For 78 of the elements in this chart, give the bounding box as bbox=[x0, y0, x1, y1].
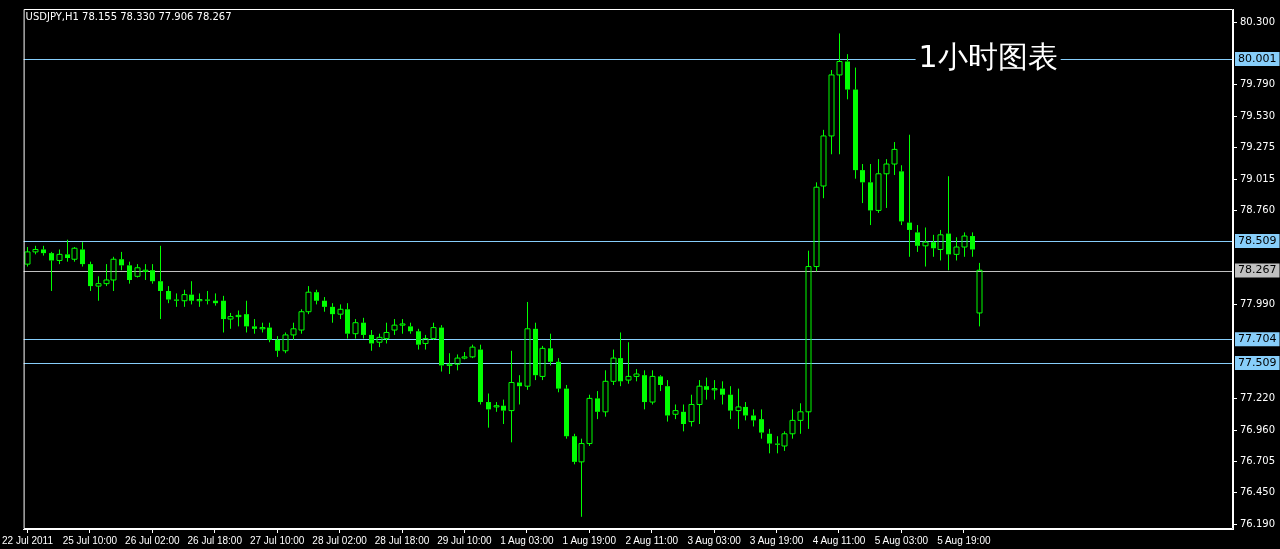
x-tick-label: 4 Aug 11:00 bbox=[812, 534, 866, 546]
candlestick bbox=[158, 245, 163, 320]
x-tick-label: 29 Jul 10:00 bbox=[437, 534, 493, 546]
x-tick-label: 2 Aug 11:00 bbox=[625, 534, 679, 546]
ref-line-label: 78.267 bbox=[1238, 263, 1277, 277]
candlestick bbox=[330, 302, 335, 324]
candlestick bbox=[665, 379, 670, 423]
annotation: 1小时图表 bbox=[918, 38, 1058, 74]
y-tick-label: 78.760 bbox=[1240, 204, 1276, 215]
y-tick-label: 76.190 bbox=[1240, 517, 1276, 529]
candlestick bbox=[751, 408, 756, 427]
candlestick bbox=[759, 408, 764, 440]
x-tick-label: 26 Jul 02:00 bbox=[125, 534, 181, 546]
candlestick bbox=[486, 393, 491, 429]
x-tick-label: 27 Jul 10:00 bbox=[249, 534, 305, 546]
candlestick bbox=[127, 261, 132, 285]
candlestick bbox=[252, 318, 257, 335]
x-tick-label: 3 Aug 03:00 bbox=[687, 534, 742, 546]
y-tick-label: 77.990 bbox=[1240, 297, 1276, 309]
ref-line-label: 77.509 bbox=[1238, 355, 1277, 369]
candlestick bbox=[595, 390, 600, 420]
x-tick-label: 28 Jul 18:00 bbox=[374, 534, 430, 546]
candlestick bbox=[642, 369, 647, 410]
candlestick bbox=[369, 329, 374, 352]
ref-line-label: 77.704 bbox=[1238, 332, 1277, 346]
candlestick bbox=[322, 296, 327, 313]
candlestick bbox=[922, 227, 929, 268]
x-tick-label: 28 Jul 02:00 bbox=[312, 534, 368, 546]
ref-line-label: 78.509 bbox=[1238, 233, 1277, 247]
x-tick-label: 5 Aug 19:00 bbox=[937, 534, 991, 546]
x-tick-label: 1 Aug 03:00 bbox=[500, 534, 554, 546]
candlestick bbox=[711, 379, 718, 401]
candlestick bbox=[860, 163, 865, 204]
candlestick bbox=[88, 261, 93, 292]
y-tick-label: 79.530 bbox=[1240, 110, 1276, 122]
candlestick bbox=[196, 292, 203, 308]
x-tick-label: 1 Aug 19:00 bbox=[562, 534, 617, 546]
candlestick bbox=[478, 344, 483, 405]
x-tick-label: 5 Aug 03:00 bbox=[874, 534, 929, 546]
candlestick bbox=[119, 251, 124, 271]
candlestick bbox=[672, 403, 679, 420]
y-tick-label: 77.220 bbox=[1240, 391, 1276, 403]
candlestick bbox=[41, 245, 46, 257]
y-tick-label: 79.275 bbox=[1240, 141, 1276, 153]
candlestick bbox=[658, 376, 663, 392]
candlestick bbox=[899, 164, 904, 226]
candlestick bbox=[970, 231, 975, 258]
ref-line-label: 80.001 bbox=[1238, 51, 1277, 65]
candlestick bbox=[439, 324, 444, 373]
candlestick bbox=[720, 380, 725, 405]
candlestick bbox=[548, 333, 553, 366]
y-tick-label: 76.960 bbox=[1240, 423, 1276, 435]
y-tick-label: 80.300 bbox=[1240, 16, 1276, 28]
y-tick-label: 76.450 bbox=[1240, 485, 1276, 497]
candlestick bbox=[907, 134, 912, 258]
y-tick-label: 76.705 bbox=[1240, 454, 1276, 466]
candlestick bbox=[275, 335, 280, 358]
candlestick bbox=[853, 67, 858, 180]
candlestick bbox=[556, 357, 561, 393]
candlestick bbox=[868, 163, 873, 226]
candlestick bbox=[845, 53, 850, 100]
candlestick bbox=[767, 428, 772, 454]
y-tick-label: 79.790 bbox=[1240, 78, 1276, 90]
candlestick bbox=[564, 384, 569, 440]
x-tick-label: 22 Jul 2011 bbox=[2, 534, 54, 546]
candlestick bbox=[408, 322, 413, 335]
candlestick bbox=[915, 224, 920, 253]
x-tick-label: 26 Jul 18:00 bbox=[187, 534, 243, 546]
chart-title: USDJPY,H1 78.155 78.330 77.906 78.267 bbox=[25, 10, 232, 22]
candlestick bbox=[80, 241, 85, 268]
candlestick bbox=[244, 300, 249, 333]
candlestick bbox=[946, 175, 951, 271]
candlestick bbox=[681, 403, 686, 432]
x-tick-label: 3 Aug 19:00 bbox=[749, 534, 804, 546]
x-tick-label: 25 Jul 10:00 bbox=[62, 534, 118, 546]
y-tick-label: 79.015 bbox=[1240, 172, 1276, 184]
candlestick bbox=[728, 385, 733, 420]
candlestick bbox=[361, 317, 366, 340]
